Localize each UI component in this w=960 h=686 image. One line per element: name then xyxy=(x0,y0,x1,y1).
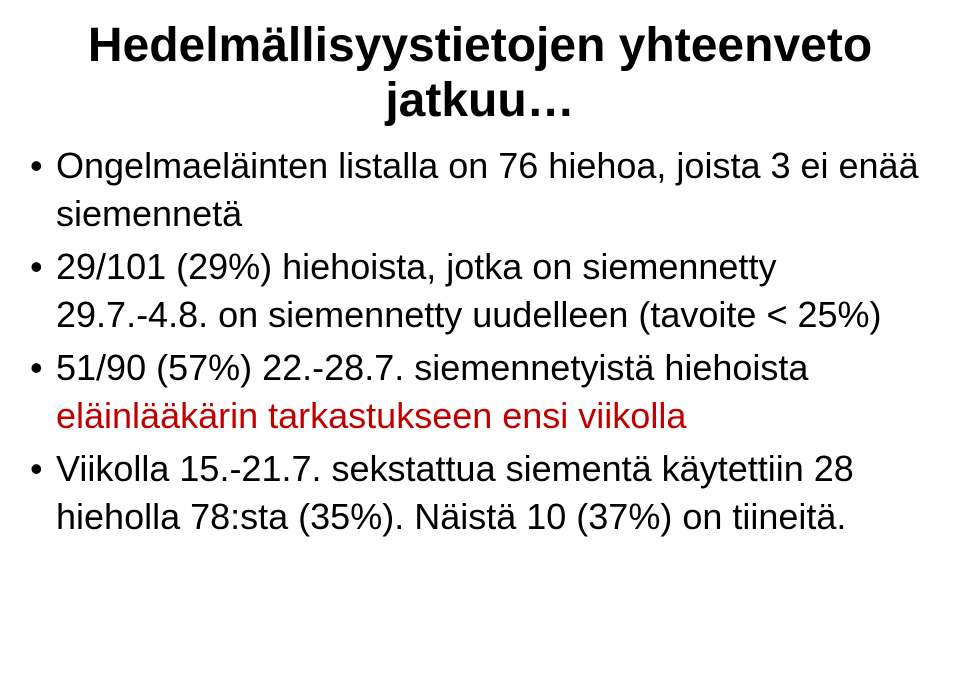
bullet-text: 29/101 (29%) hiehoista, jotka on siemenn… xyxy=(56,246,882,335)
bullet-text: Viikolla 15.-21.7. sekstattua siementä k… xyxy=(56,448,854,537)
bullet-text-highlight: eläinlääkärin tarkastukseen ensi viikoll… xyxy=(56,395,686,436)
slide-title: Hedelmällisyystietojen yhteenveto jatkuu… xyxy=(28,18,932,128)
list-item: Viikolla 15.-21.7. sekstattua siementä k… xyxy=(28,445,932,540)
title-line-1: Hedelmällisyystietojen yhteenveto xyxy=(88,19,872,72)
list-item: Ongelmaeläinten listalla on 76 hiehoa, j… xyxy=(28,142,932,237)
title-line-2: jatkuu… xyxy=(385,74,574,127)
bullet-text-prefix: 51/90 (57%) 22.-28.7. siemennetyistä hie… xyxy=(56,347,808,388)
list-item: 51/90 (57%) 22.-28.7. siemennetyistä hie… xyxy=(28,344,932,439)
bullet-list: Ongelmaeläinten listalla on 76 hiehoa, j… xyxy=(28,142,932,540)
list-item: 29/101 (29%) hiehoista, jotka on siemenn… xyxy=(28,243,932,338)
slide: Hedelmällisyystietojen yhteenveto jatkuu… xyxy=(0,0,960,686)
bullet-text: Ongelmaeläinten listalla on 76 hiehoa, j… xyxy=(56,145,919,234)
